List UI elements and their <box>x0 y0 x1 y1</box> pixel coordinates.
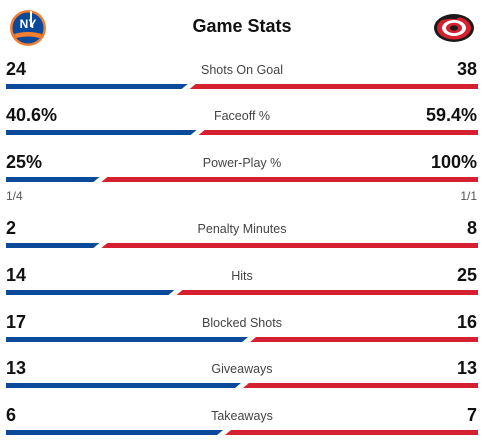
home-bar <box>6 130 197 135</box>
away-value: 13 <box>456 358 477 378</box>
svg-text:NY: NY <box>20 17 37 31</box>
home-value: 2 <box>6 218 17 238</box>
stat-label: Shots On Goal <box>201 63 283 77</box>
stat-bar <box>6 290 478 295</box>
stat-bar <box>6 177 478 182</box>
away-bar <box>243 383 478 388</box>
stat-label: Hits <box>231 269 253 283</box>
stat-label: Giveaways <box>211 362 273 376</box>
stat-label: Faceoff % <box>213 109 271 123</box>
hurricanes-logo <box>434 14 474 42</box>
stat-label: Blocked Shots <box>202 316 282 330</box>
stats-header: NY Game Stats <box>0 0 484 56</box>
stat-bar <box>6 243 478 248</box>
stat-label: Penalty Minutes <box>197 222 287 236</box>
home-value: 24 <box>6 59 27 79</box>
home-value: 13 <box>6 358 27 378</box>
away-value: 59.4% <box>425 105 477 125</box>
home-value: 25% <box>6 152 43 172</box>
away-value: 16 <box>456 312 477 332</box>
home-bar <box>6 84 188 89</box>
stat-bar <box>6 337 478 342</box>
away-value: 25 <box>456 265 477 285</box>
away-bar <box>198 130 478 135</box>
away-bar <box>189 84 478 89</box>
away-value: 38 <box>456 59 477 79</box>
home-bar <box>6 430 224 435</box>
stat-label: Power-Play % <box>202 156 282 170</box>
stat-bar <box>6 430 478 435</box>
home-bar <box>6 177 100 182</box>
away-bar <box>176 290 478 295</box>
home-bar <box>6 337 249 342</box>
stat-bar <box>6 84 478 89</box>
home-subvalue: 1/4 <box>6 189 23 203</box>
home-value: 40.6% <box>6 105 58 125</box>
away-value: 100% <box>430 152 477 172</box>
away-bar <box>225 430 478 435</box>
away-bar <box>101 243 478 248</box>
away-bar <box>250 337 478 342</box>
away-value: 8 <box>466 218 477 238</box>
islanders-logo: NY <box>10 10 46 46</box>
stat-bar <box>6 383 478 388</box>
home-value: 17 <box>6 312 27 332</box>
stat-label: Takeaways <box>211 409 273 423</box>
home-bar <box>6 383 241 388</box>
away-value: 7 <box>466 405 477 425</box>
page-title: Game Stats <box>192 16 292 36</box>
home-bar <box>6 290 175 295</box>
home-value: 14 <box>6 265 27 285</box>
stat-bar <box>6 130 478 135</box>
home-bar <box>6 243 100 248</box>
away-subvalue: 1/1 <box>460 189 477 203</box>
home-value: 6 <box>6 405 17 425</box>
away-bar <box>101 177 478 182</box>
